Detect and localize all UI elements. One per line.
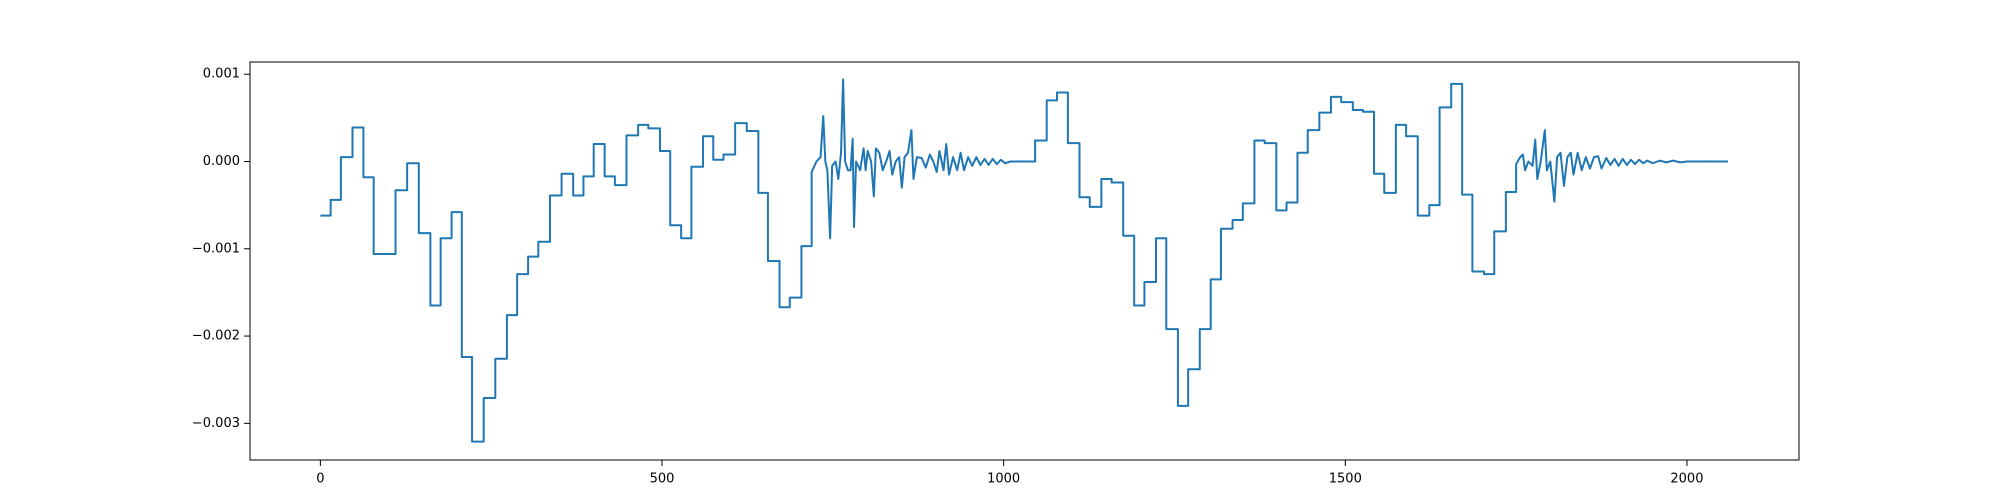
x-tick-label: 1500 xyxy=(1329,472,1362,487)
x-tick-label: 0 xyxy=(316,472,324,487)
data-line xyxy=(320,78,1728,443)
x-tick-label: 1000 xyxy=(987,472,1020,487)
y-tick-label: 0.001 xyxy=(203,67,240,82)
x-tick-label: 500 xyxy=(650,472,675,487)
plot-frame xyxy=(249,61,1800,461)
y-tick-label: −0.002 xyxy=(192,329,240,344)
y-tick-label: −0.001 xyxy=(192,241,240,256)
y-tick-label: −0.003 xyxy=(192,416,240,431)
y-tick-label: 0.000 xyxy=(203,154,240,169)
x-tick-label: 2000 xyxy=(1670,472,1703,487)
